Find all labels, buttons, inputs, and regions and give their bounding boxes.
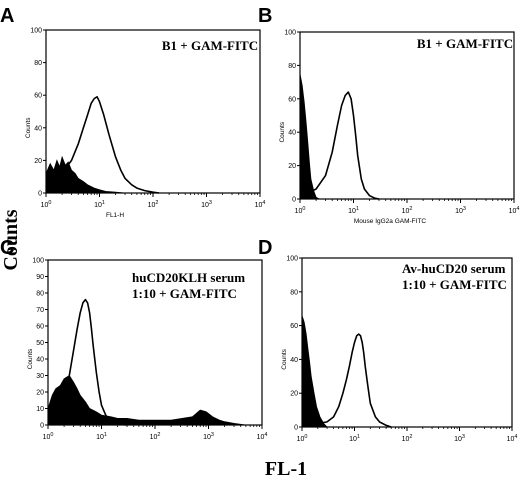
- y-tick-label: 90: [36, 274, 44, 281]
- y-tick-label: 80: [290, 289, 298, 296]
- plot-frame: [301, 257, 513, 428]
- figure-x-axis-label: FL-1: [265, 458, 307, 480]
- panel-annotation: B1 + GAM-FITC: [162, 38, 258, 53]
- sample-histogram-outline: [47, 298, 128, 426]
- control-histogram-filled: [45, 155, 126, 194]
- sample-histogram-outline: [302, 333, 392, 428]
- panel-letter: C: [0, 237, 14, 259]
- panel-c: C 0 10 20 30 40 50 60 70 80 90 100 Counts 100 101 102 10…: [0, 237, 267, 441]
- y-axis-label: Counts: [279, 121, 286, 142]
- x-axis-label: FL1-H: [106, 212, 124, 219]
- x-tick-label: 101: [94, 200, 105, 209]
- panel-a: A 0 20 40 60 80 100 Counts 100 101 102 103 104 FL1-H B…: [0, 5, 265, 219]
- y-tick-label: 60: [36, 324, 44, 331]
- plot-frame: [47, 259, 263, 426]
- panel-annotation: Av-huCD20 serum: [402, 261, 506, 276]
- x-tick-label: 104: [507, 434, 518, 443]
- panel-annotation: huCD20KLH serum: [132, 270, 245, 285]
- y-tick-label: 20: [34, 158, 42, 165]
- y-tick-label: 80: [288, 63, 296, 70]
- x-tick-label: 104: [257, 432, 268, 441]
- x-tick-label: 104: [255, 200, 266, 209]
- y-tick-label: 60: [34, 93, 42, 100]
- y-tick-label: 0: [294, 425, 298, 432]
- y-tick-label: 20: [36, 390, 44, 397]
- x-tick-label: 103: [201, 200, 212, 209]
- sample-histogram-outline: [299, 91, 380, 200]
- figure-y-axis-label: Counts: [0, 209, 22, 270]
- plot-frame: [45, 29, 261, 194]
- sample-histogram-outline: [45, 96, 160, 194]
- plot-frame: [299, 31, 515, 200]
- y-tick-label: 80: [36, 291, 44, 298]
- y-tick-label: 0: [40, 423, 44, 430]
- panel-letter: D: [258, 237, 272, 259]
- y-tick-label: 30: [36, 373, 44, 380]
- control-histogram-filled: [301, 315, 328, 428]
- panel-letter: A: [0, 5, 14, 27]
- x-tick-label: 100: [43, 432, 54, 441]
- y-tick-label: 0: [292, 197, 296, 204]
- x-tick-label: 103: [203, 432, 214, 441]
- x-tick-label: 100: [41, 200, 52, 209]
- y-tick-label: 60: [288, 96, 296, 103]
- y-tick-label: 100: [286, 256, 298, 263]
- panel-annotation: 1:10 + GAM-FITC: [402, 277, 507, 292]
- y-tick-label: 10: [36, 406, 44, 413]
- panel-letter: B: [258, 5, 272, 27]
- x-tick-label: 101: [349, 434, 360, 443]
- x-tick-label: 101: [96, 432, 107, 441]
- y-axis-label: Counts: [281, 348, 288, 369]
- y-tick-label: 50: [36, 340, 44, 347]
- y-tick-label: 100: [30, 28, 42, 35]
- x-tick-label: 102: [402, 434, 413, 443]
- panel-annotation: B1 + GAM-FITC: [417, 36, 513, 51]
- y-axis-label: Counts: [27, 348, 34, 369]
- y-tick-label: 20: [290, 391, 298, 398]
- x-tick-label: 100: [295, 206, 306, 215]
- x-tick-label: 102: [148, 200, 159, 209]
- y-tick-label: 100: [284, 30, 296, 37]
- panel-b: B 0 20 40 60 80 100 Counts 100 101 102 103 104 Mouse …: [258, 5, 519, 225]
- y-tick-label: 0: [38, 191, 42, 198]
- x-tick-label: 103: [455, 206, 466, 215]
- control-histogram-filled: [47, 374, 246, 426]
- panel-d: D 0 20 40 60 80 100 Counts 100 101 102 103 104 Av-huC…: [258, 237, 517, 443]
- y-tick-label: 40: [290, 357, 298, 364]
- x-tick-label: 101: [348, 206, 359, 215]
- y-tick-label: 40: [36, 357, 44, 364]
- x-tick-label: 100: [297, 434, 308, 443]
- y-axis-label: Counts: [25, 117, 32, 138]
- control-histogram-filled: [299, 73, 320, 200]
- y-tick-label: 40: [34, 125, 42, 132]
- y-tick-label: 80: [34, 60, 42, 67]
- x-tick-label: 104: [509, 206, 520, 215]
- y-tick-label: 70: [36, 307, 44, 314]
- y-tick-label: 40: [288, 130, 296, 137]
- panel-annotation: 1:10 + GAM-FITC: [132, 286, 237, 301]
- y-tick-label: 20: [288, 163, 296, 170]
- x-tick-label: 102: [150, 432, 161, 441]
- y-tick-label: 100: [32, 258, 44, 265]
- x-tick-label: 103: [454, 434, 465, 443]
- y-tick-label: 60: [290, 323, 298, 330]
- x-axis-label: Mouse IgG2a GAM-FITC: [354, 218, 427, 225]
- x-tick-label: 102: [402, 206, 413, 215]
